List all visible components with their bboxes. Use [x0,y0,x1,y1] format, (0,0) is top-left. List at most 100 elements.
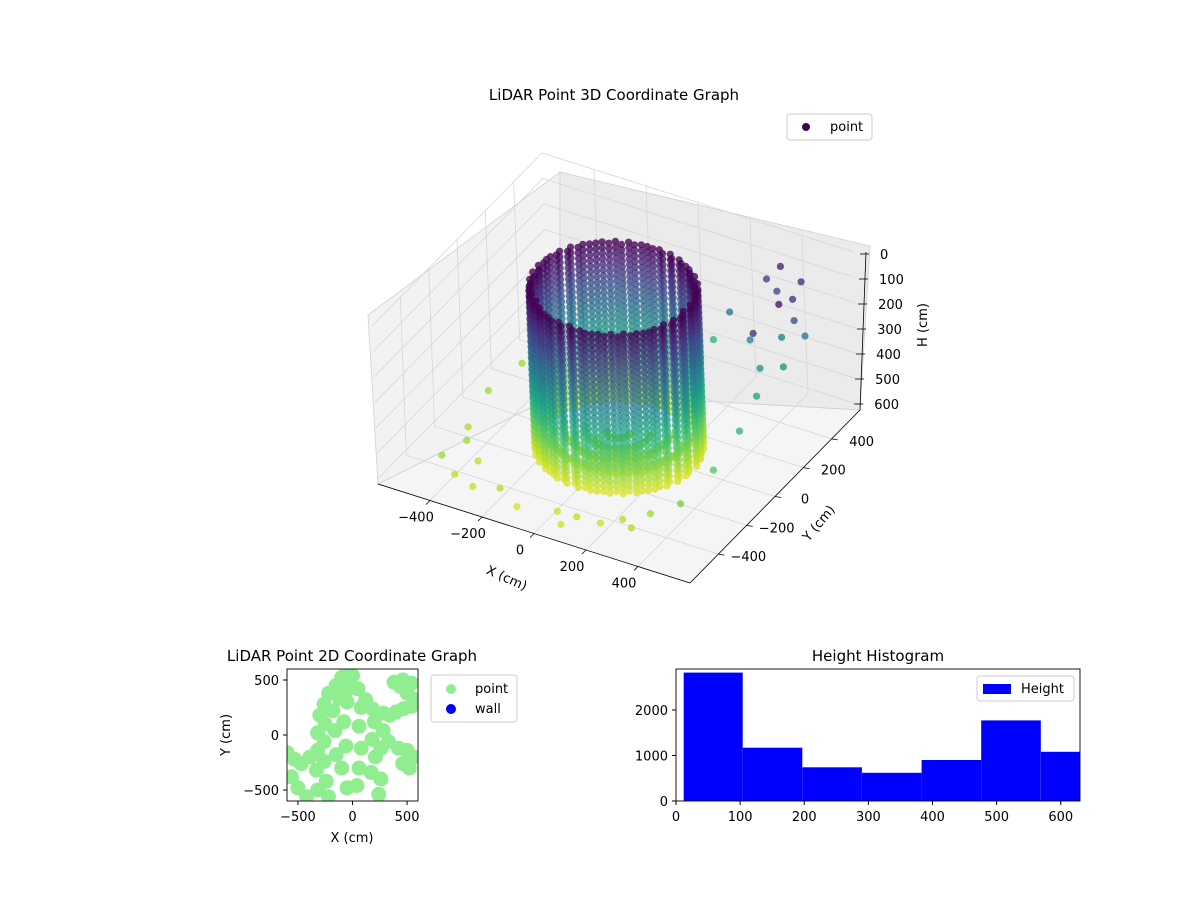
point-3d [673,472,681,480]
point-3d [640,369,649,377]
grid3d-y-line [399,297,719,555]
point-3d [612,248,620,257]
tick3d-y-mark [831,438,838,441]
point-3d [583,396,591,405]
point-3d [618,462,626,470]
point-3d [620,358,629,366]
tickhist-y-label: 2000 [635,704,668,719]
point-3d [641,391,649,399]
point-3d [594,306,602,314]
point-3d [529,301,538,309]
point-3d [598,437,606,445]
tick3d-y-label: 400 [849,435,874,450]
point-3d [651,485,659,493]
point-3d [549,362,557,370]
point-3d [671,404,679,413]
point-3d [618,445,626,453]
tick3d-z-label: 600 [874,398,899,413]
point-3d [573,461,582,469]
point-3d [676,320,684,328]
point-3d [641,380,649,388]
point-3d [657,330,665,339]
point-3d [566,309,574,317]
point-3d [562,462,570,470]
point-3d [609,386,617,395]
point-3d [662,454,670,462]
point-3d [679,404,688,413]
point-3d [568,332,577,340]
point-3d [554,301,563,309]
point-3d [633,308,641,316]
point-3d [575,277,583,285]
point-3d [609,392,617,400]
point-3d [532,363,540,371]
point-3d [574,483,582,491]
chart-3d-title: LiDAR Point 3D Coordinate Graph [489,86,739,104]
point-3d [590,397,598,405]
point-3d [584,424,593,433]
point-3d [617,240,626,248]
point-3d [613,293,622,301]
point-3d [587,330,595,338]
point-3d [592,448,600,456]
point-3d [642,419,651,427]
point-2d [302,749,318,765]
point-3d [762,275,771,283]
point-3d [632,489,641,497]
grid3d-z-line [375,254,858,429]
tick2d-x-label: 0 [348,810,356,825]
point-3d [658,347,666,355]
point-3d [692,434,700,442]
point-3d [643,447,652,455]
point-3d [596,398,604,406]
point-3d [657,325,665,333]
point-3d [661,437,669,445]
point-3d [586,245,594,254]
point-3d [648,401,656,409]
point-3d [587,290,596,298]
point-3d [601,305,609,313]
point-3d [605,478,614,486]
point-3d [642,408,650,416]
point-3d [638,258,646,266]
point-3d [558,361,567,370]
point-3d [601,311,609,319]
point-3d [644,271,652,279]
point-3d [615,372,623,380]
point-3d [651,301,659,309]
chart-2d-legend: point wall [430,674,518,723]
point-3d [601,371,610,380]
point-3d [660,277,668,286]
point-3d [672,444,680,452]
point-3d [637,453,645,461]
point-3d [638,475,646,484]
point-3d [635,397,643,405]
tick3d-z-label: 100 [879,273,904,288]
point-3d [595,375,604,383]
point-3d [639,340,648,349]
point-3d [627,311,636,319]
point-3d [597,415,605,423]
point-3d [649,267,658,275]
point-3d [619,285,627,293]
point-3d [568,326,576,334]
point-3d [790,317,798,325]
point-3d [614,316,622,324]
point-3d [615,383,623,391]
point-3d [679,382,687,390]
point-2d [371,786,387,801]
point-3d [659,266,667,274]
point-3d [620,352,628,361]
point-3d [615,378,623,386]
point-3d [651,317,660,326]
point-3d [599,266,607,274]
point-3d [608,323,616,331]
tick2d-x-label: −500 [280,810,316,825]
point-3d [658,342,666,350]
point-3d [650,463,658,471]
point-3d [649,261,657,269]
point-3d [605,250,613,258]
point-3d [598,431,606,439]
point-3d [560,401,568,409]
point-3d [621,364,629,372]
